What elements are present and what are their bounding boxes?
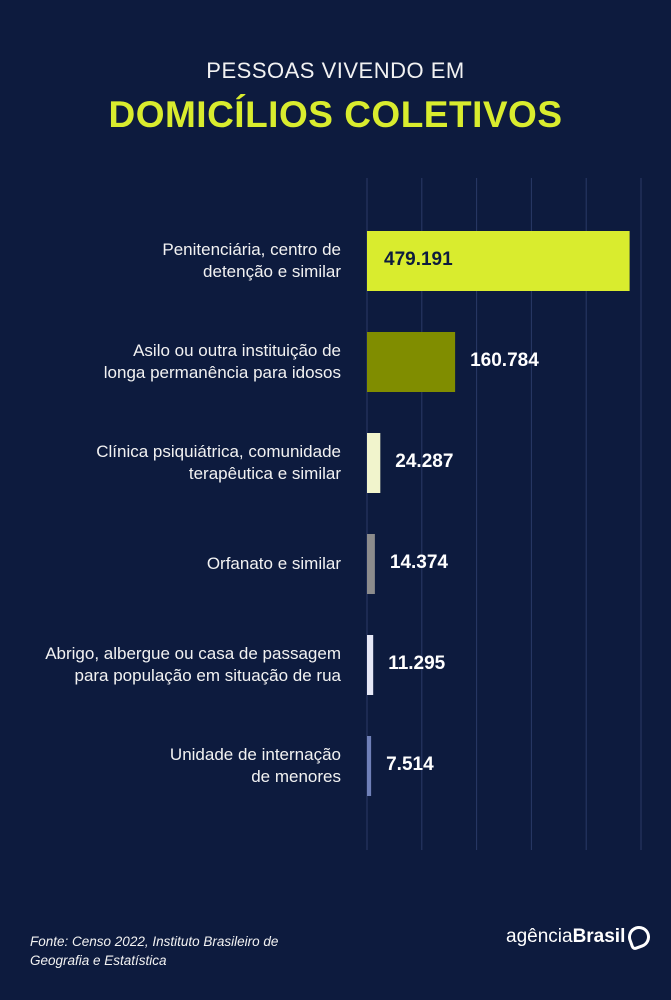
category-label: Asilo ou outra instituição de longa perma… [11, 340, 341, 384]
data-label: 11.295 [388, 653, 446, 674]
bar [367, 736, 372, 796]
logo-text-bold: Brasil [572, 926, 626, 947]
chart-subtitle: PESSOAS VIVENDO EM [206, 58, 465, 83]
logo-mark-icon [625, 922, 654, 952]
agencia-brasil-logo: agência Brasil [506, 922, 654, 952]
category-label-line: Unidade de internação [169, 745, 341, 764]
data-label: 160.784 [470, 350, 539, 371]
category-label-line: longa permanência para idosos [103, 363, 341, 382]
category-label: Unidade de internação de menores [11, 744, 341, 788]
bar [367, 231, 630, 291]
data-label: 479.191 [384, 249, 453, 270]
category-label-line: Clínica psiquiátrica, comunidade [96, 442, 341, 461]
bar [367, 534, 375, 594]
category-label-line: Asilo ou outra instituição de [133, 341, 341, 360]
category-label-line: para população em situação de rua [74, 666, 341, 685]
source-note: Fonte: Censo 2022, Instituto Brasileiro … [30, 934, 279, 968]
chart-title: DOMICÍLIOS COLETIVOS [108, 94, 563, 135]
data-label: 7.514 [386, 754, 434, 775]
category-label-line: Orfanato e similar [206, 554, 341, 573]
data-label: 24.287 [395, 451, 454, 472]
bar [367, 635, 374, 695]
category-label-line: de menores [251, 767, 341, 786]
logo-text-light: agência [506, 926, 573, 947]
bar [367, 332, 456, 392]
bar [367, 433, 381, 493]
category-label-line: terapêutica e similar [188, 464, 341, 483]
category-label: Orfanato e similar [11, 553, 341, 575]
category-label-line: detenção e similar [203, 262, 341, 281]
category-label: Clínica psiquiátrica, comunidade terapêut… [11, 441, 341, 485]
category-label: Penitenciária, centro de detenção e simil… [11, 239, 341, 283]
category-label: Abrigo, albergue ou casa de passagem para… [11, 643, 341, 687]
category-label-line: Abrigo, albergue ou casa de passagem [45, 644, 341, 663]
category-label-line: Penitenciária, centro de [162, 240, 341, 259]
data-label: 14.374 [389, 552, 448, 573]
